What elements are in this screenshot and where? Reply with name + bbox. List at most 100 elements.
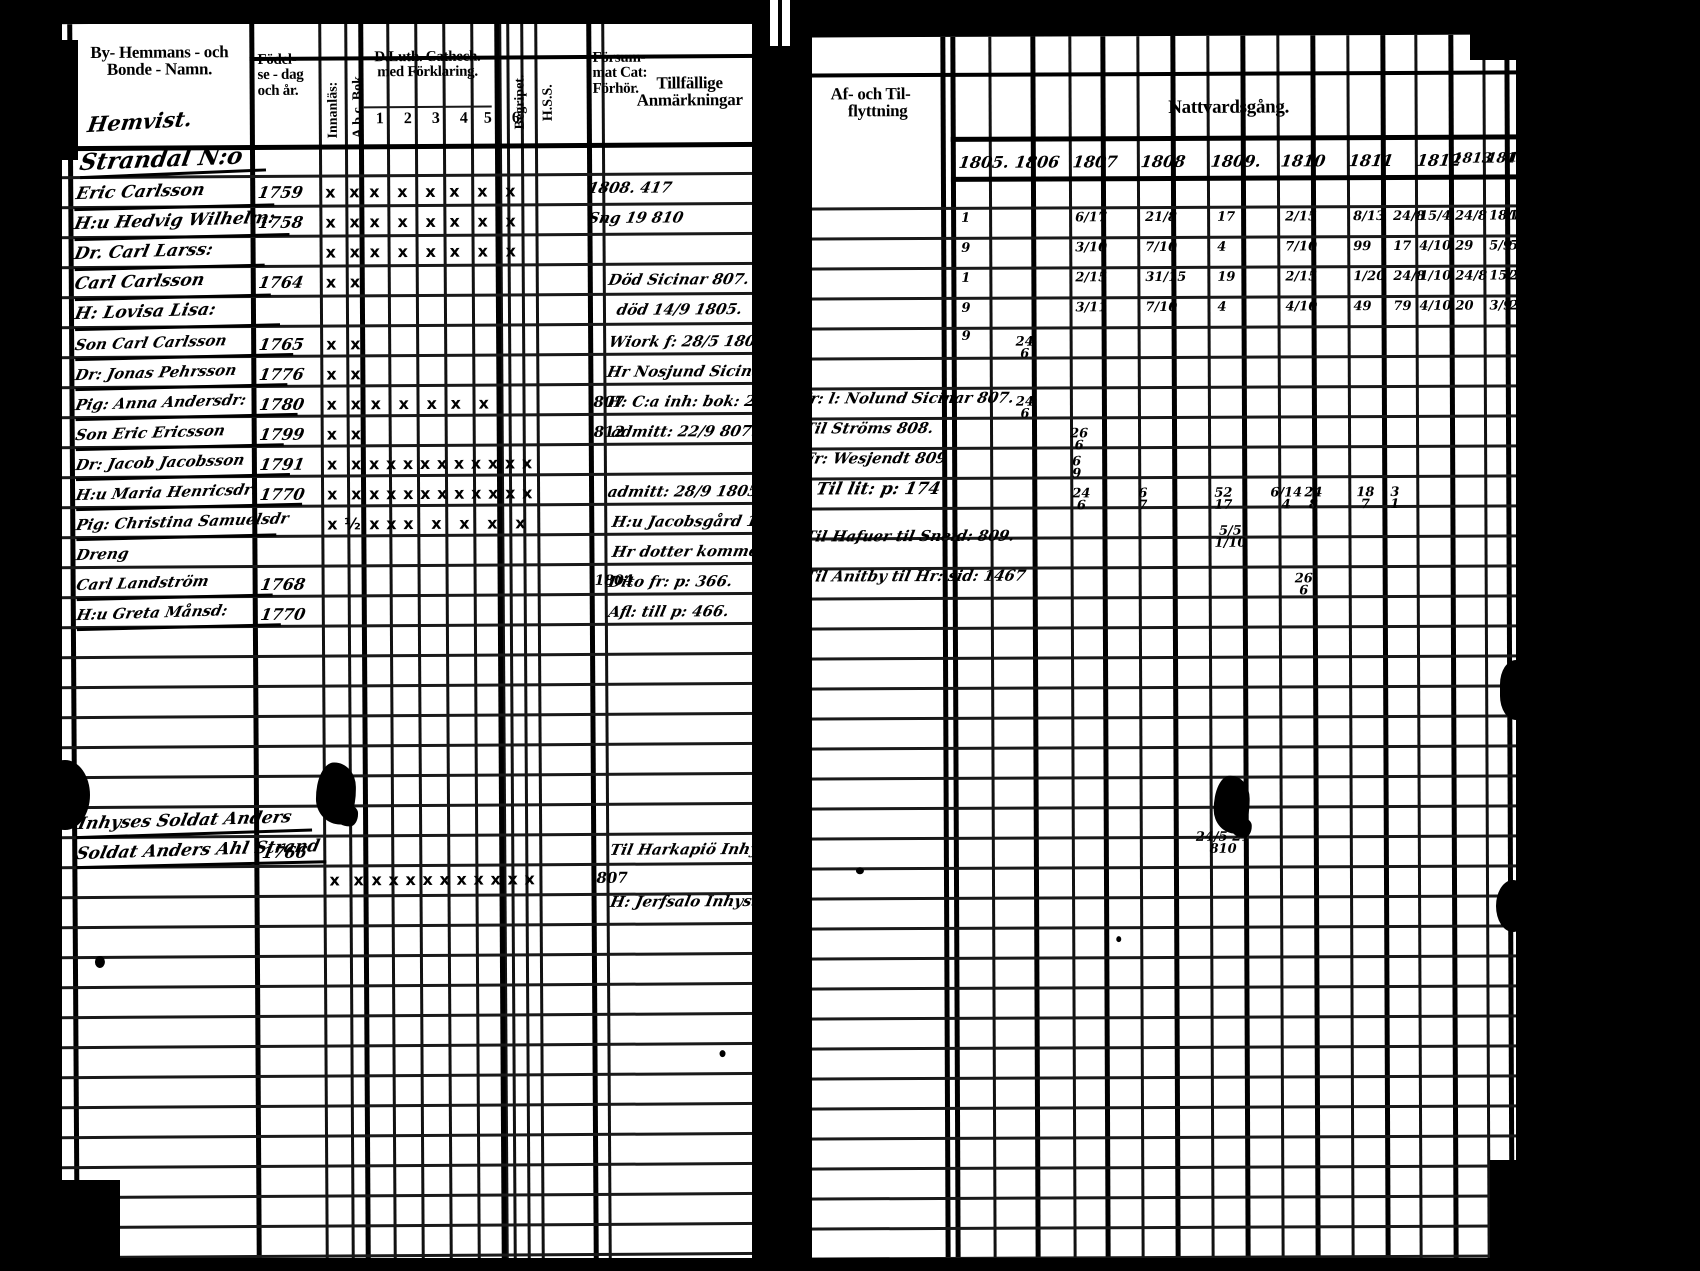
birth-year: 1791 <box>258 454 307 474</box>
birth-year: 1765 <box>257 334 306 354</box>
communion-entry: 26 6 <box>1070 426 1089 454</box>
communion-entry: 2/15 <box>1285 209 1318 225</box>
grid-vline <box>520 21 531 1264</box>
flyttning-note: Fr: Wesjendt 809 <box>802 448 949 468</box>
communion-entry: 7/10 <box>1285 239 1318 255</box>
row-name: Dr: Jonas Pehrsson <box>73 360 239 385</box>
cat-col-5: 5 <box>483 109 492 127</box>
communion-entry: 9 <box>961 328 971 344</box>
row-name: H:u Greta Månsd: <box>74 601 230 625</box>
flyttning-note: Til lit: p: 174 <box>814 478 943 500</box>
communion-entry: 31/15 <box>1145 269 1187 286</box>
flyttning-note: Til Ströms 808. <box>802 418 936 438</box>
birth-year: 1776 <box>257 364 306 384</box>
binding-clip <box>770 0 790 46</box>
row-name: Son Carl Carlsson <box>73 331 229 355</box>
communion-entry: 24 6 <box>1015 394 1035 422</box>
year-label: 1811 <box>1347 150 1395 171</box>
grid-vline <box>318 22 329 1265</box>
grid-vline <box>386 22 397 1265</box>
row-name: Carl Landström <box>74 571 211 595</box>
communion-entry: 9 <box>961 300 971 316</box>
row-name: Eric Carlsson <box>74 179 207 205</box>
year-label: 1809. <box>1209 151 1263 171</box>
communion-entry: 2/15 <box>1075 270 1108 286</box>
communion-entry: 29 <box>1455 238 1474 254</box>
cat-col-3: 3 <box>431 109 440 127</box>
grid-vline <box>506 21 517 1264</box>
row-name: H:u Maria Henricsdr: <box>74 480 260 505</box>
row-name: Dr: Jacob Jacobsson <box>73 450 247 475</box>
grid-vline <box>534 21 545 1264</box>
communion-entry: 17 <box>1217 209 1236 225</box>
forsummat-value: 807 <box>596 868 628 887</box>
communion-entry: 15/4 <box>1419 208 1452 224</box>
anmarkning-note: död 14/9 1805. <box>615 300 745 319</box>
communion-entry: 8/13 <box>1353 209 1386 225</box>
year-label: 1805. <box>957 152 1011 172</box>
communion-entry: 3/11 <box>1075 300 1108 316</box>
header-nattvardsgang: Nattvardsgång. <box>1168 96 1290 118</box>
communion-entry: 1/20 <box>1353 269 1386 285</box>
header-innanlas: Innanläs: <box>325 81 341 139</box>
birth-year: 1770 <box>258 484 307 504</box>
grid-hline <box>249 53 779 62</box>
communion-entry: 24 8 <box>1304 485 1323 513</box>
left-page: By- Hemmans - och Bonde - Namn. Födel- s… <box>53 19 786 1267</box>
birth-year: 1758 <box>256 212 305 232</box>
year-label: 1807 <box>1071 152 1119 172</box>
communion-entry: 7/10 <box>1145 299 1178 316</box>
communion-entry: 24/8 <box>1455 268 1488 284</box>
communion-entry: 4/10 <box>1419 298 1452 314</box>
section-heading: Hemvist. <box>85 105 195 138</box>
grid-vline <box>358 22 371 1265</box>
communion-entry: 49 <box>1353 299 1372 315</box>
communion-entry: 21/8 <box>1145 209 1178 226</box>
birth-year: 1799 <box>258 424 306 444</box>
scan-edge-left <box>0 0 62 1271</box>
year-label: 1808 <box>1139 151 1187 172</box>
communion-entry: 9 <box>961 240 971 256</box>
grid-vline <box>470 21 481 1264</box>
ink-blot <box>335 804 359 827</box>
anmarkning-note: Afl: till p: 466. <box>606 602 731 621</box>
ink-blot <box>1231 817 1252 838</box>
communion-entry: 1 <box>961 270 971 286</box>
header-af-och-tilflyttning: Af- och Til- flyttning <box>830 84 911 121</box>
header-catechism: D.Luth. Cathech. med Förklaring. <box>374 49 480 81</box>
communion-entry: 26 6 <box>1294 571 1313 599</box>
communion-entry: 2/15 <box>1285 269 1318 285</box>
cat-col-4: 4 <box>459 109 468 127</box>
row-name: Pig: Christina Samuelsdr <box>74 509 291 535</box>
flyttning-note: Til Hafuer til Sneid: 809. <box>802 526 1017 546</box>
birth-year: 1768 <box>259 574 307 594</box>
row-name: Carl Carlsson <box>72 269 207 295</box>
communion-entry: 52 17 <box>1214 485 1233 514</box>
right-page: Af- och Til- flyttning Nattvardsgång. 18… <box>792 34 1528 1270</box>
grid-vline <box>442 21 453 1264</box>
communion-entry: 1/10 <box>1419 268 1452 284</box>
binding-gutter <box>752 0 812 1271</box>
birth-year: 1759 <box>256 182 305 202</box>
header-by-hemmans: By- Hemmans - och Bonde - Namn. <box>90 42 229 80</box>
row-name: Dr. Carl Larss: <box>72 239 215 265</box>
communion-entry: 4/10 <box>1285 299 1318 315</box>
anmarkning-note: Dito fr: p: 366. <box>606 572 735 591</box>
grid-vline <box>586 20 599 1263</box>
birth-year: 1766 <box>260 842 309 862</box>
communion-entry: 24 6 <box>1015 334 1034 362</box>
scan-edge-right <box>1516 0 1700 1271</box>
communion-entry: 18 7 <box>1356 485 1375 513</box>
row-name: H: Lovisa Lisa: <box>72 299 218 325</box>
communion-entry: 4 <box>1217 299 1227 315</box>
communion-entry: 20 <box>1455 298 1474 314</box>
row-name: Pig: Anna Andersdr: <box>73 390 248 415</box>
birth-year: 1764 <box>257 272 305 292</box>
communion-entry: 24/8 <box>1455 208 1488 224</box>
flyttning-note: Fr: l: Nolund Sicinar 807. <box>798 388 1016 408</box>
grid-vline <box>414 22 425 1264</box>
communion-entry: 4/10 <box>1419 238 1452 254</box>
